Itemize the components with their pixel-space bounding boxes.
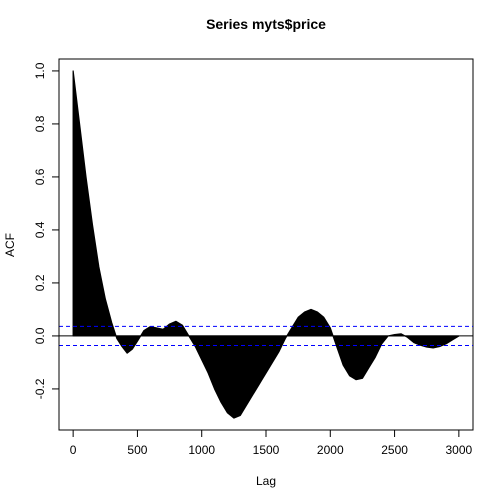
y-tick-label: 0.2 <box>33 274 47 291</box>
plot-frame <box>58 58 474 431</box>
x-tick-label: 3000 <box>446 443 473 457</box>
y-tick-label: 0.0 <box>33 327 47 344</box>
x-tick-label: 2500 <box>381 443 408 457</box>
y-tick-label: 0.4 <box>33 221 47 238</box>
acf-series-0 <box>72 70 460 419</box>
y-axis: -0.2 0.0 0.2 0.4 0.6 0.8 1.0 <box>33 62 60 399</box>
y-tick-label: 1.0 <box>33 62 47 79</box>
acf-fill <box>72 70 460 419</box>
x-tick-label: 2000 <box>317 443 344 457</box>
y-tick-label: 0.6 <box>33 168 47 185</box>
x-tick-label: 0 <box>70 443 77 457</box>
chart-title: Series myts$price <box>206 16 326 32</box>
x-axis: 0 500 1000 1500 2000 2500 3000 <box>70 429 473 457</box>
y-tick-label: 0.8 <box>33 115 47 132</box>
x-tick-label: 500 <box>127 443 147 457</box>
x-tick-label: 1000 <box>188 443 215 457</box>
x-tick-label: 1500 <box>253 443 280 457</box>
reference-lines <box>59 325 473 346</box>
y-tick-label: -0.2 <box>33 378 47 399</box>
x-axis-label: Lag <box>256 474 276 488</box>
y-axis-label: ACF <box>3 233 17 257</box>
